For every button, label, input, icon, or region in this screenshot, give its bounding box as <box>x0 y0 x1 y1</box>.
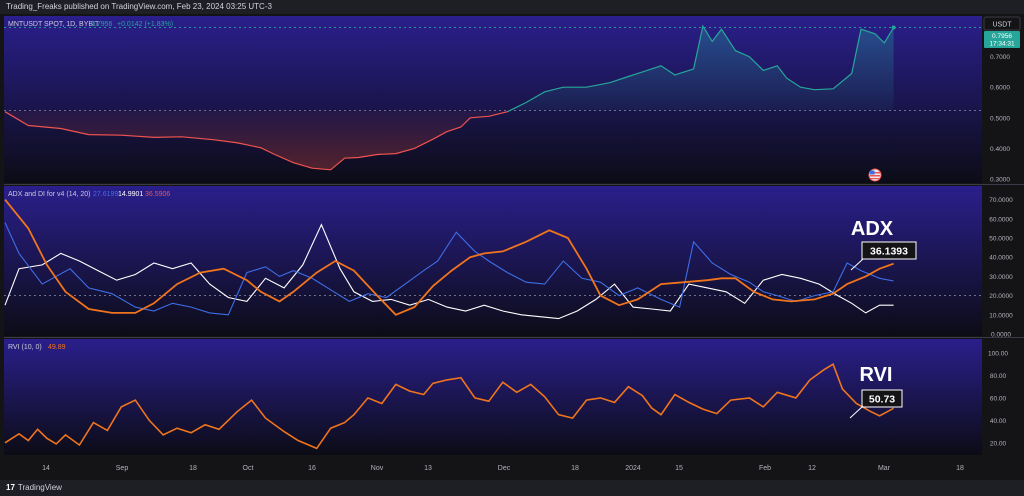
rvi-annotation-box <box>861 389 903 408</box>
rvi-axis-tick: 40.00 <box>990 418 1007 425</box>
time-axis-tick: Oct <box>243 465 254 472</box>
adx-axis-tick: 30.0000 <box>989 274 1013 281</box>
price-area-below <box>5 110 508 170</box>
adx-annotation-pointer <box>850 258 864 271</box>
rvi-axis-ticks: 100.00 80.00 60.00 40.00 20.00 <box>988 350 1008 447</box>
time-axis-tick: 12 <box>808 465 816 472</box>
price-axis-tick: 0.7000 <box>990 54 1010 61</box>
price-axis-ticks: 0.7000 0.6000 0.5000 0.4000 0.3000 <box>990 54 1010 183</box>
adx-axis-tick: 50.0000 <box>989 236 1013 243</box>
price-tag-value: 0.7956 <box>992 33 1012 40</box>
chart-canvas[interactable]: MNTUSDT SPOT, 1D, BYBIT 0.7956 +0.0142 (… <box>0 14 1024 480</box>
brand-name: TradingView <box>17 483 62 492</box>
published-text: Trading_Freaks published on TradingView.… <box>6 2 272 11</box>
price-panel: MNTUSDT SPOT, 1D, BYBIT 0.7956 +0.0142 (… <box>4 16 1021 183</box>
currency-label: USDT <box>992 22 1012 29</box>
tradingview-logo[interactable]: 17 TradingView <box>6 483 62 492</box>
rvi-panel-bg <box>4 339 982 455</box>
publish-info-bar: Trading_Freaks published on TradingView.… <box>0 0 1024 14</box>
price-axis-area[interactable] <box>982 16 1024 456</box>
adx-legend-di-plus: 27.6199 <box>93 191 118 198</box>
time-axis[interactable] <box>4 455 1024 480</box>
time-axis-tick: Sep <box>116 465 129 472</box>
time-axis-tick: 14 <box>42 465 50 472</box>
adx-legend-di-minus: 14.9901 <box>118 191 143 198</box>
price-line-above <box>507 24 895 113</box>
price-axis-tick: 0.6000 <box>990 85 1010 92</box>
adx-panel-bg <box>4 186 982 336</box>
adx-panel: ADX and DI for v4 (14, 20) 27.6199 14.99… <box>4 191 1013 339</box>
adx-axis-tick: 40.0000 <box>989 255 1013 262</box>
currency-button[interactable] <box>983 16 1021 31</box>
last-price-dot <box>891 25 896 30</box>
logo-mark: 17 <box>6 483 15 492</box>
adx-axis-ticks: 70.0000 60.0000 50.0000 40.0000 30.0000 20.00… <box>989 197 1013 338</box>
footer-bar: 17 TradingView <box>0 480 1024 496</box>
price-legend-change: +0.0142 (+1.83%) <box>117 21 173 28</box>
rvi-axis-tick: 100.00 <box>988 350 1008 357</box>
time-axis-tick: Mar <box>878 465 891 472</box>
adx-line <box>4 199 894 316</box>
rvi-panel: RVI (10, 0) 49.89 100.00 80.00 60.00 40.00 2… <box>4 344 1008 450</box>
price-legend-value: 0.7956 <box>91 21 113 28</box>
adx-legend-adx: 36.5906 <box>145 191 170 198</box>
adx-axis-tick: 20.0000 <box>989 293 1013 300</box>
rvi-axis-tick: 20.00 <box>990 440 1007 447</box>
rvi-annotation-pointer <box>849 405 864 419</box>
us-flag-icon[interactable] <box>868 168 882 182</box>
adx-legend-name: ADX and DI for v4 (14, 20) <box>8 191 90 198</box>
time-axis-tick: Nov <box>371 465 384 472</box>
rvi-legend-value: 49.89 <box>48 344 66 351</box>
price-legend-symbol: MNTUSDT SPOT, 1D, BYBIT <box>8 21 100 28</box>
rvi-annotation-value: 50.73 <box>869 394 895 406</box>
price-axis-tick: 0.4000 <box>990 146 1010 153</box>
adx-axis-tick: 70.0000 <box>989 197 1013 204</box>
rvi-axis-tick: 60.00 <box>990 395 1007 402</box>
rvi-legend-name: RVI (10, 0) <box>8 344 42 351</box>
time-axis-tick: 18 <box>189 465 197 472</box>
adx-annotation-box <box>861 241 917 260</box>
price-line-below <box>4 111 508 171</box>
time-axis-ticks: 14 Sep 18 Oct 16 Nov 13 Dec 18 2024 15 Feb 12 Mar 18 <box>42 465 964 472</box>
time-axis-tick: Feb <box>759 465 771 472</box>
price-area-above <box>507 26 894 112</box>
adx-axis-tick: 60.0000 <box>989 216 1013 223</box>
rvi-line <box>4 363 894 450</box>
di-plus-line <box>4 222 894 316</box>
adx-annotation-value: 36.1393 <box>870 246 908 258</box>
time-axis-tick: 13 <box>424 465 432 472</box>
price-axis-tick: 0.5000 <box>990 115 1010 122</box>
adx-axis-tick: 10.0000 <box>989 312 1013 319</box>
rvi-axis-tick: 80.00 <box>990 373 1007 380</box>
time-axis-tick: 16 <box>308 465 316 472</box>
time-axis-tick: 18 <box>956 465 964 472</box>
time-axis-tick: 18 <box>571 465 579 472</box>
time-axis-tick: 15 <box>675 465 683 472</box>
rvi-annotation-title: RVI <box>860 364 893 386</box>
price-axis-tick: 0.3000 <box>990 176 1010 183</box>
countdown-value: 17:34:31 <box>989 41 1015 48</box>
adx-annotation-title: ADX <box>851 218 894 240</box>
adx-axis-tick: 0.0000 <box>991 332 1011 339</box>
di-minus-line <box>4 223 894 320</box>
time-axis-tick: Dec <box>498 465 511 472</box>
time-axis-tick: 2024 <box>625 465 641 472</box>
price-tag <box>984 31 1020 48</box>
